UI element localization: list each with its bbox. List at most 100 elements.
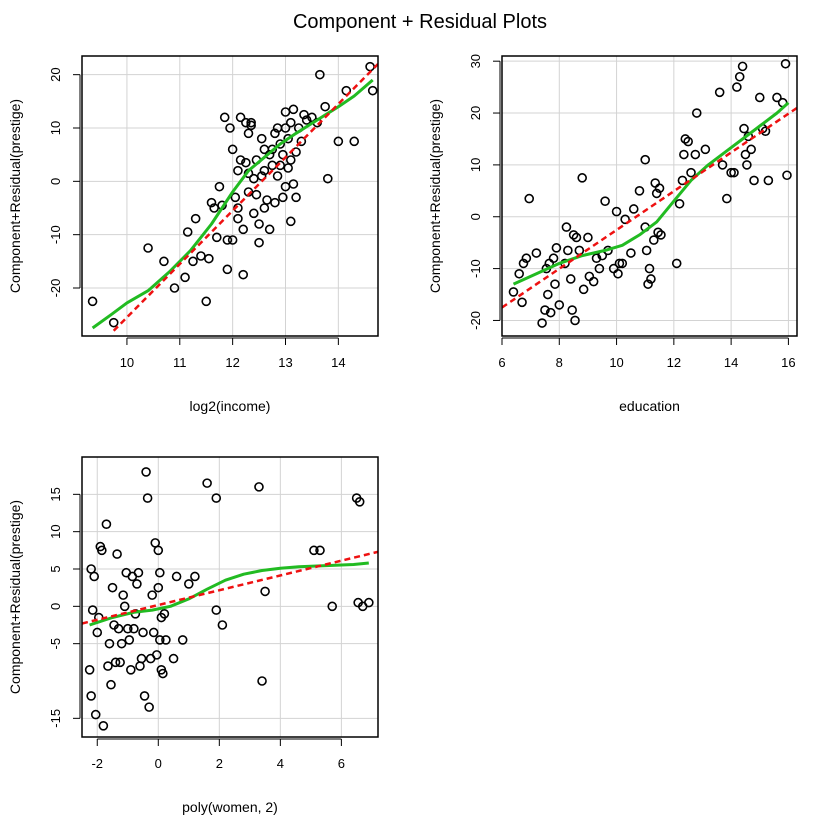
data-point bbox=[737, 61, 748, 72]
data-point bbox=[180, 272, 190, 283]
data-point bbox=[254, 482, 264, 492]
data-point bbox=[554, 300, 565, 310]
x-axis: -2 0 2 4 6 bbox=[91, 738, 345, 771]
data-point bbox=[138, 627, 148, 638]
data-point bbox=[84, 664, 95, 675]
data-point bbox=[780, 58, 791, 69]
data-point bbox=[110, 657, 121, 668]
data-point bbox=[113, 623, 124, 634]
data-point bbox=[241, 157, 251, 168]
data-point bbox=[540, 305, 550, 315]
y-axis: -20 -10 0 10 20 30 bbox=[468, 54, 501, 330]
data-point bbox=[617, 258, 628, 269]
x-axis: 6 8 10 12 14 16 bbox=[498, 337, 796, 370]
data-point bbox=[135, 661, 145, 671]
data-point bbox=[107, 582, 118, 593]
data-point bbox=[763, 175, 774, 186]
data-point bbox=[732, 82, 742, 92]
data-point bbox=[600, 196, 610, 206]
y-tick-label: -20 bbox=[48, 279, 63, 298]
data-point bbox=[87, 296, 98, 307]
data-point bbox=[650, 178, 661, 188]
data-point bbox=[222, 235, 233, 245]
data-point bbox=[677, 175, 688, 186]
data-point bbox=[116, 638, 127, 649]
data-point bbox=[267, 144, 278, 155]
data-point bbox=[301, 115, 312, 125]
data-point bbox=[683, 136, 693, 147]
y-axis: -20 -10 0 10 20 bbox=[48, 67, 81, 298]
y-tick-label: 20 bbox=[48, 67, 63, 81]
x-tick-label: -2 bbox=[91, 756, 103, 771]
data-point bbox=[201, 296, 212, 307]
data-point bbox=[626, 248, 636, 258]
data-point bbox=[132, 579, 142, 589]
data-point bbox=[641, 245, 652, 256]
y-tick-label: 20 bbox=[468, 106, 483, 120]
data-point bbox=[153, 545, 164, 556]
x-tick-label: 12 bbox=[225, 355, 239, 370]
data-point bbox=[578, 284, 589, 295]
data-point bbox=[521, 253, 532, 264]
data-point bbox=[364, 597, 374, 608]
data-point bbox=[211, 605, 222, 615]
data-point bbox=[147, 590, 157, 600]
data-point bbox=[524, 193, 535, 204]
data-point bbox=[89, 571, 100, 582]
data-point bbox=[115, 657, 125, 668]
data-point bbox=[288, 104, 299, 115]
data-point bbox=[583, 232, 593, 243]
data-point bbox=[614, 258, 625, 269]
data-point bbox=[230, 192, 241, 203]
data-point bbox=[148, 627, 159, 638]
data-point bbox=[634, 186, 645, 196]
data-point bbox=[315, 545, 325, 556]
data-point bbox=[103, 661, 113, 671]
data-point bbox=[217, 620, 228, 630]
data-point bbox=[594, 263, 605, 274]
data-point bbox=[190, 571, 200, 582]
data-point bbox=[739, 123, 749, 134]
data-point bbox=[144, 702, 154, 712]
data-point bbox=[588, 276, 599, 287]
x-tick-label: 6 bbox=[338, 756, 345, 771]
panel-2: 6 8 10 12 14 16 -20 -10 0 10 20 30 education Componen… bbox=[427, 54, 798, 414]
grid-lines bbox=[82, 56, 378, 336]
data-point bbox=[717, 160, 728, 170]
data-point bbox=[307, 112, 317, 123]
data-point bbox=[537, 318, 547, 328]
x-axis-label: poly(women, 2) bbox=[182, 799, 278, 815]
data-point bbox=[644, 263, 655, 274]
data-point bbox=[365, 61, 375, 72]
data-point bbox=[233, 165, 243, 176]
data-point bbox=[184, 579, 194, 589]
data-point bbox=[256, 133, 267, 144]
data-point bbox=[169, 283, 180, 293]
y-tick-label: -15 bbox=[48, 709, 63, 728]
data-point bbox=[87, 605, 98, 615]
data-point bbox=[620, 214, 630, 225]
data-point bbox=[285, 117, 296, 128]
y-tick-label: 0 bbox=[48, 603, 63, 610]
data-point bbox=[260, 586, 270, 597]
data-point bbox=[283, 133, 293, 144]
data-point bbox=[155, 567, 165, 578]
data-point bbox=[143, 243, 153, 253]
data-point bbox=[270, 197, 280, 208]
x-tick-label: 10 bbox=[609, 355, 623, 370]
data-point bbox=[726, 167, 736, 178]
data-point bbox=[746, 144, 756, 155]
data-point bbox=[653, 227, 663, 238]
data-point bbox=[570, 315, 580, 326]
data-point bbox=[90, 709, 101, 720]
data-point bbox=[139, 691, 150, 701]
data-point bbox=[151, 650, 162, 660]
data-point bbox=[508, 287, 519, 297]
data-point bbox=[285, 216, 296, 227]
data-point bbox=[640, 154, 651, 165]
data-point bbox=[259, 203, 270, 213]
data-point bbox=[561, 222, 572, 232]
data-point bbox=[168, 653, 179, 664]
figure-title: Component + Residual Plots bbox=[293, 11, 547, 33]
data-point bbox=[531, 248, 542, 258]
